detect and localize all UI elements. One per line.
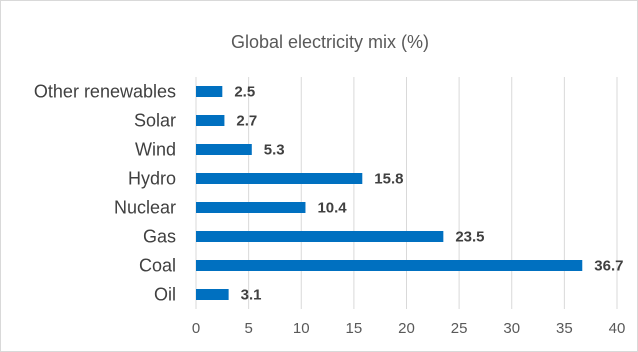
bar <box>196 115 225 126</box>
data-label: 15.8 <box>374 171 403 188</box>
gridlines <box>195 77 618 309</box>
data-label: 3.1 <box>241 287 262 304</box>
x-tick-label: 25 <box>451 320 468 337</box>
category-label: Gas <box>143 227 176 247</box>
bar <box>196 86 223 97</box>
category-labels: Other renewables Solar Wind Hydro Nuclear Gas… <box>34 82 176 305</box>
x-tick-label: 10 <box>293 320 310 337</box>
category-label: Oil <box>154 285 176 305</box>
data-label: 10.4 <box>317 200 347 217</box>
chart-title: Global electricity mix (%) <box>231 32 429 52</box>
x-tick-label: 30 <box>503 320 520 337</box>
bar <box>196 202 306 213</box>
data-label: 23.5 <box>455 229 484 246</box>
category-label: Solar <box>134 111 176 131</box>
data-label: 2.5 <box>234 84 255 101</box>
data-label: 5.3 <box>264 142 285 159</box>
category-label: Other renewables <box>34 82 176 102</box>
x-tick-label: 15 <box>346 320 363 337</box>
x-tick-label: 0 <box>192 320 200 337</box>
data-labels: 2.5 2.7 5.3 15.8 10.4 23.5 36.7 3.1 <box>234 84 623 304</box>
x-tick-label: 20 <box>398 320 415 337</box>
bar <box>196 173 363 184</box>
data-label: 2.7 <box>236 113 257 130</box>
x-tick-labels: 0 5 10 15 20 25 30 35 40 <box>192 320 626 337</box>
bar <box>196 231 444 242</box>
bar <box>196 260 583 271</box>
x-tick-label: 40 <box>609 320 626 337</box>
category-label: Coal <box>139 256 176 276</box>
x-tick-label: 35 <box>556 320 573 337</box>
category-label: Wind <box>135 140 176 160</box>
x-tick-label: 5 <box>244 320 252 337</box>
bar <box>196 289 229 300</box>
bars <box>196 86 583 300</box>
bar <box>196 144 252 155</box>
category-label: Hydro <box>128 169 176 189</box>
data-label: 36.7 <box>594 258 623 275</box>
category-label: Nuclear <box>114 198 176 218</box>
